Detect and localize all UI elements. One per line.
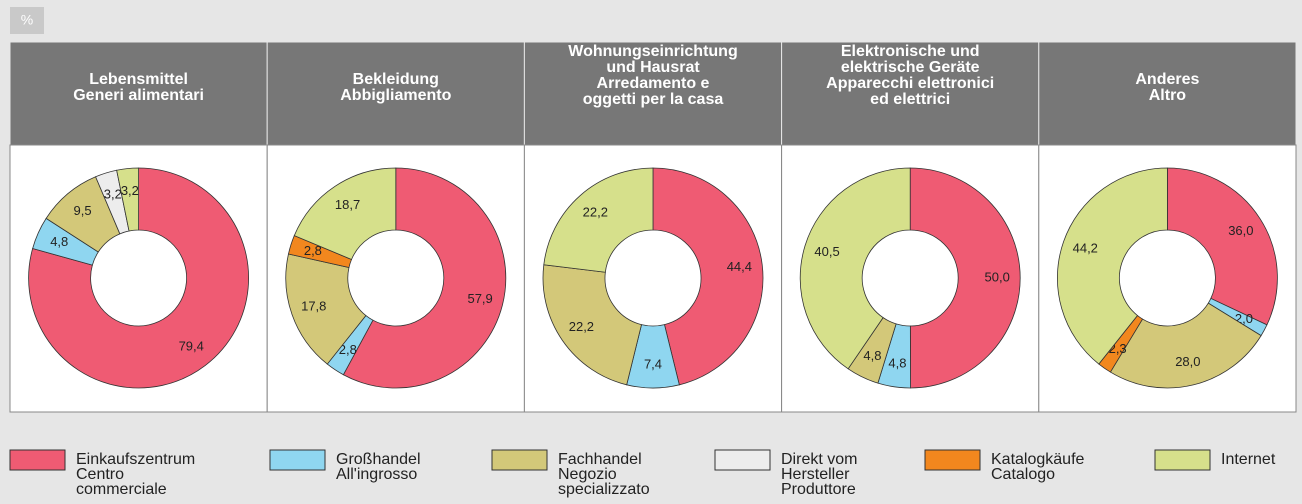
panel-title: oggetti per la casa [583, 91, 724, 108]
legend-label: Catalogo [991, 466, 1055, 483]
legend-label: specializzato [558, 481, 650, 498]
legend-label: commerciale [76, 481, 167, 498]
legend-label: Negozio [558, 466, 617, 483]
value-label: 79,4 [179, 339, 204, 354]
legend-label: Hersteller [781, 466, 850, 483]
value-label: 28,0 [1175, 354, 1200, 369]
value-label: 44,2 [1073, 241, 1098, 256]
donut-segment [116, 167, 139, 232]
value-label: 40,5 [814, 244, 839, 259]
value-label: 4,8 [888, 355, 906, 370]
value-label: 22,2 [583, 204, 608, 219]
donut-segment [28, 167, 249, 389]
header-cell [781, 41, 1040, 146]
header-cell [9, 41, 268, 146]
donut-segment [909, 167, 1021, 389]
panel-title: und Hausrat [606, 59, 700, 76]
value-label: 4,8 [50, 234, 68, 249]
legend-label: Fachhandel [558, 451, 642, 468]
header-cell [1038, 41, 1297, 146]
value-label: 22,2 [569, 319, 594, 334]
value-label: 4,8 [863, 348, 881, 363]
legend-swatch [1154, 449, 1211, 471]
legend-label: Centro [76, 466, 124, 483]
value-label: 2,8 [339, 342, 357, 357]
donut-segment [1109, 302, 1262, 389]
value-label: 18,7 [335, 197, 360, 212]
panel-title: Lebensmittel [89, 71, 188, 88]
legend-label: Einkaufszentrum [76, 451, 195, 468]
panel-title: Elektronische und [841, 43, 980, 60]
donut-segment [652, 167, 764, 386]
value-label: 3,2 [121, 183, 139, 198]
value-label: 2,8 [304, 243, 322, 258]
panel-title: Altro [1149, 87, 1187, 104]
panel-title: Apparecchi elettronici [826, 75, 994, 92]
panel-title: Abbigliamento [340, 87, 451, 104]
legend-label: Katalogkäufe [991, 451, 1085, 468]
panel-title: Anderes [1135, 71, 1199, 88]
legend-swatch [9, 449, 66, 471]
legend-label: Produttore [781, 481, 856, 498]
value-label: 17,8 [301, 298, 326, 313]
legend-label: Direkt vom [781, 451, 857, 468]
donut-segment [285, 253, 367, 365]
donut-segment [799, 167, 911, 370]
panel-title: elektrische Geräte [841, 59, 980, 76]
legend-label: Großhandel [336, 451, 421, 468]
value-label: 7,4 [644, 356, 662, 371]
donut-segment [542, 264, 642, 386]
panel-title: Generi alimentari [73, 87, 204, 104]
header-cell [523, 41, 783, 146]
value-label: 9,5 [74, 203, 92, 218]
value-label: 57,9 [467, 291, 492, 306]
value-label: 36,0 [1228, 223, 1253, 238]
legend-swatch [924, 449, 981, 471]
panel-title: Wohnungseinrichtung [568, 43, 737, 60]
value-label: 44,4 [727, 259, 752, 274]
legend-label: All'ingrosso [336, 466, 417, 483]
unit-label: % [21, 12, 33, 28]
value-label: 3,2 [104, 186, 122, 201]
value-label: 50,0 [985, 269, 1010, 284]
donut-segment [1057, 167, 1168, 365]
legend-label: Internet [1221, 451, 1276, 468]
unit-box [10, 7, 44, 34]
panel-title: ed elettrici [870, 91, 950, 108]
donut-segment [342, 167, 507, 389]
donut-segment [543, 167, 654, 273]
donut-segment [293, 167, 397, 261]
legend-swatch [714, 449, 771, 471]
legend-swatch [491, 449, 548, 471]
legend-swatch [269, 449, 326, 471]
panel-title: Bekleidung [353, 71, 439, 88]
donut-segment [1167, 167, 1278, 326]
panel-title: Arredamento e [597, 75, 710, 92]
